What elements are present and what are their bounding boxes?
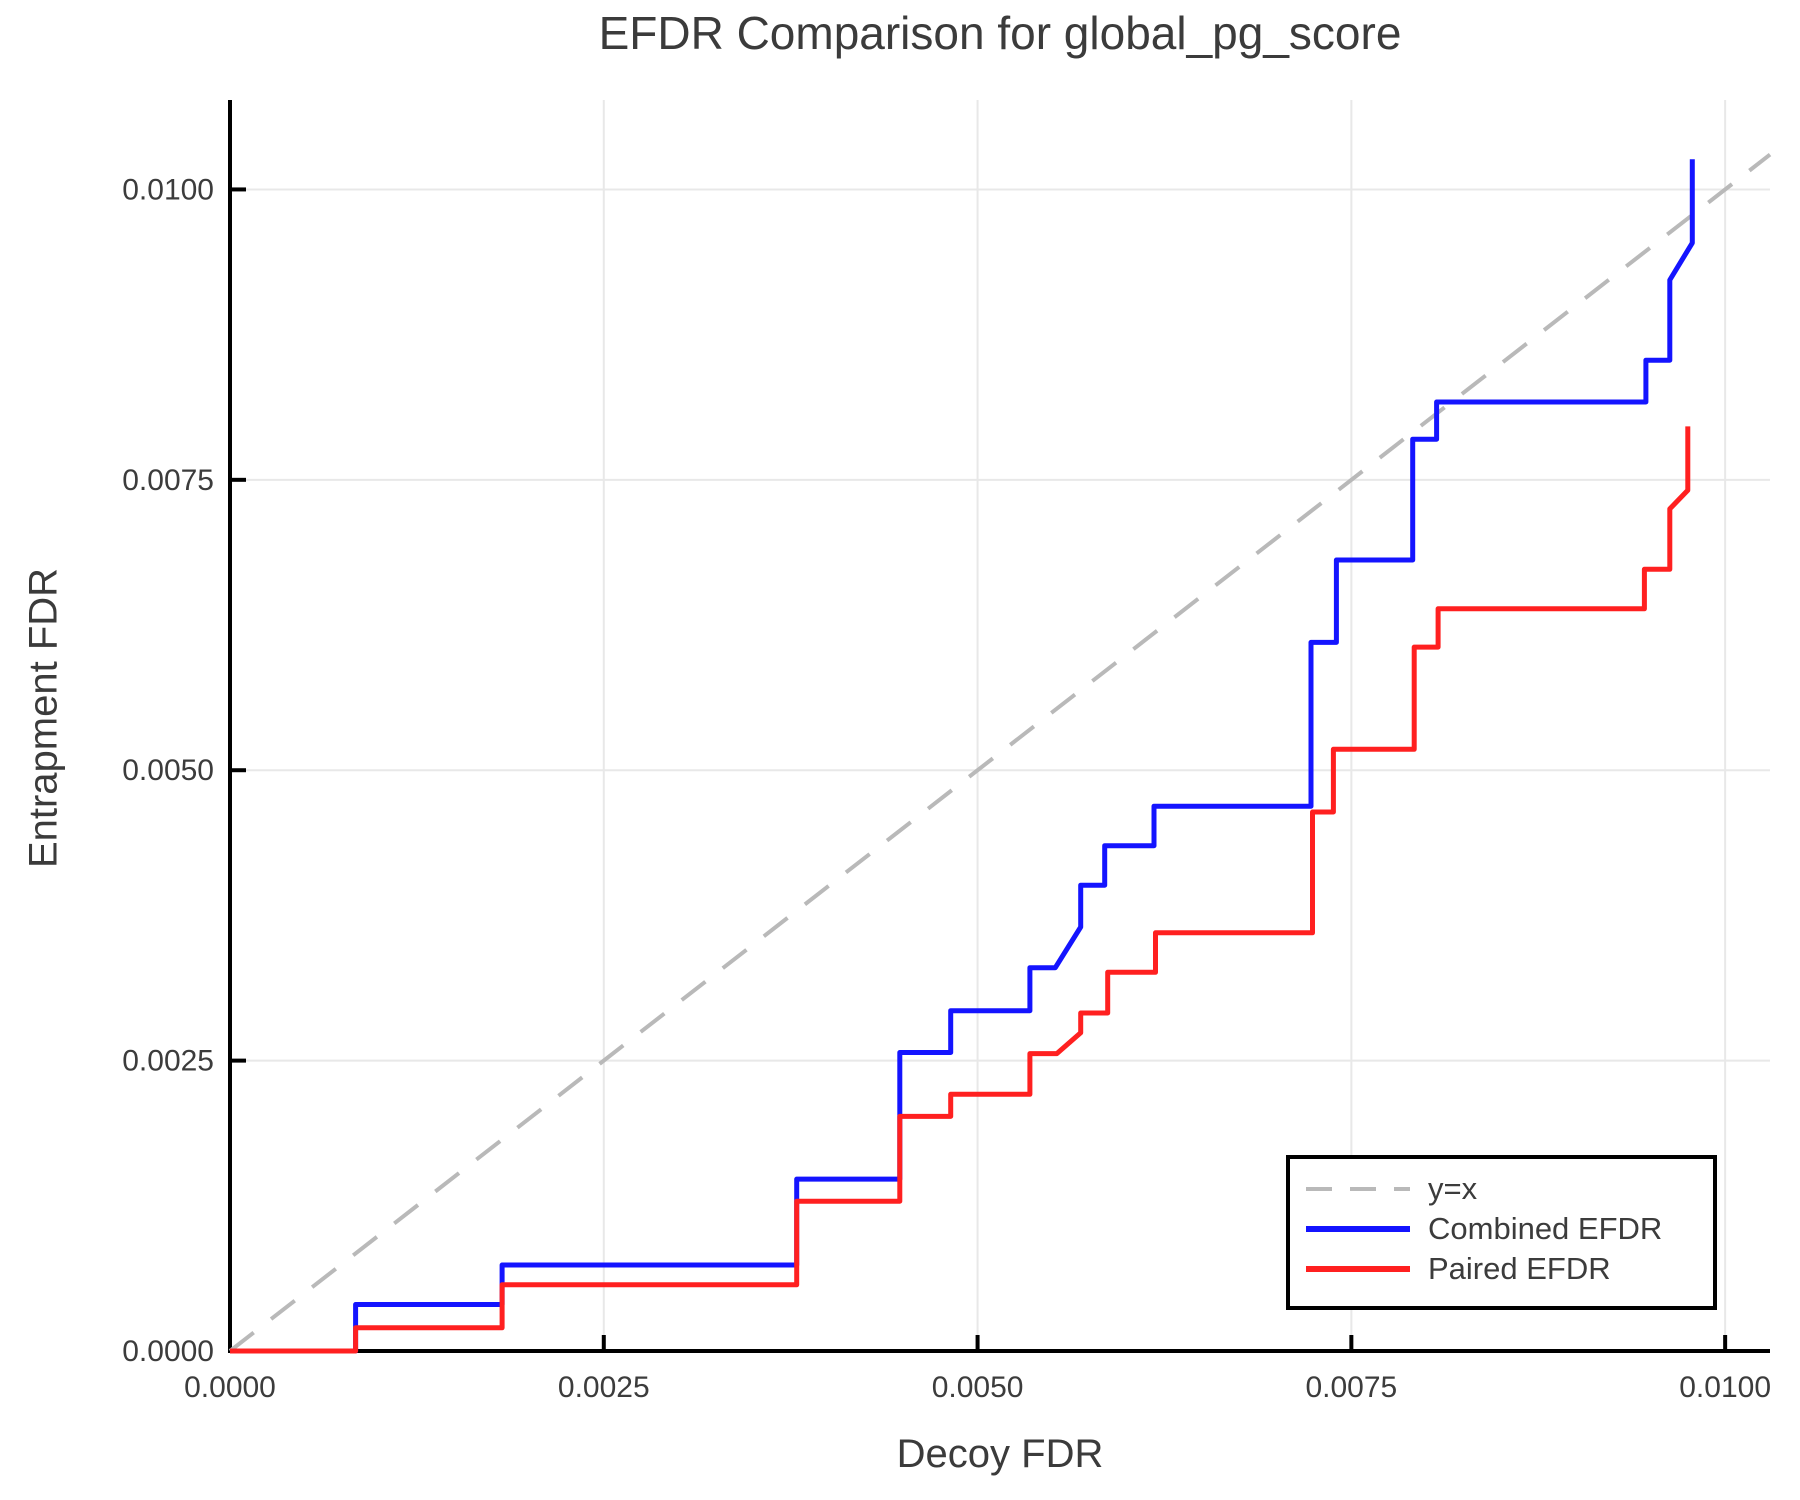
x-tick-label: 0.0075 bbox=[1305, 1371, 1397, 1404]
y-tick-label: 0.0100 bbox=[122, 173, 214, 206]
x-axis-label: Decoy FDR bbox=[896, 1432, 1104, 1476]
legend-label-yx: y=x bbox=[1428, 1171, 1478, 1206]
chart-title: EFDR Comparison for global_pg_score bbox=[598, 7, 1402, 59]
x-tick-label: 0.0025 bbox=[558, 1371, 650, 1404]
y-axis-label: Entrapment FDR bbox=[21, 567, 66, 869]
x-tick-label: 0.0100 bbox=[1679, 1371, 1771, 1404]
combined-efdr-line-swatch-icon bbox=[1306, 1226, 1410, 1232]
legend-label-combined-efdr: Combined EFDR bbox=[1428, 1211, 1663, 1246]
legend-item-combined-efdr: Combined EFDR bbox=[1290, 1209, 1713, 1249]
x-tick-label: 0.0050 bbox=[932, 1371, 1024, 1404]
y-tick-label: 0.0000 bbox=[122, 1335, 214, 1368]
y-tick-label: 0.0050 bbox=[122, 754, 214, 787]
legend-item-paired-efdr: Paired EFDR bbox=[1290, 1249, 1713, 1289]
y-tick-label: 0.0025 bbox=[122, 1045, 214, 1078]
yx-line-swatch-icon bbox=[1306, 1187, 1410, 1191]
legend-label-paired-efdr: Paired EFDR bbox=[1428, 1251, 1611, 1286]
legend-item-yx: y=x bbox=[1290, 1169, 1713, 1209]
x-tick-label: 0.0000 bbox=[184, 1371, 276, 1404]
series-line-paired-efdr bbox=[230, 426, 1691, 1354]
y-tick-label: 0.0075 bbox=[122, 464, 214, 497]
series-line-y-x bbox=[228, 153, 1772, 1353]
legend: y=x Combined EFDR Paired EFDR bbox=[1286, 1155, 1717, 1310]
paired-efdr-line-swatch-icon bbox=[1306, 1266, 1410, 1272]
